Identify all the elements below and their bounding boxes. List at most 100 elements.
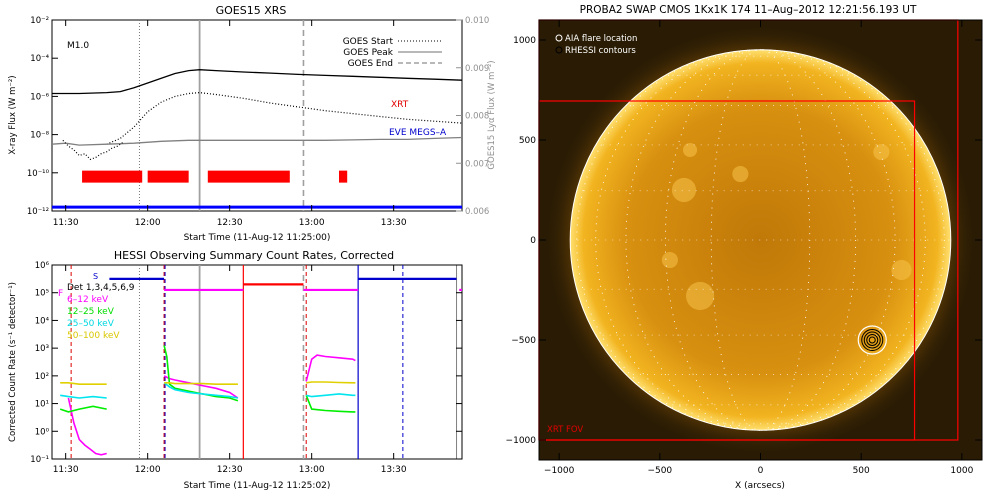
hessi-legend-title: Det 1,3,4,5,6,9 [67, 283, 135, 293]
hessi-series-top [164, 381, 238, 386]
hessi-ytick-label: 10⁰ [35, 427, 50, 437]
swap-xtick-label: −500 [647, 466, 672, 476]
active-region [661, 251, 678, 269]
hessi-ytick-label: 10⁶ [35, 261, 50, 271]
swap-ytick-label: −1000 [506, 436, 537, 446]
goes-ytick-label: 10⁻⁴ [30, 54, 49, 64]
hessi-series-top [60, 381, 107, 386]
hessi-mode-f: F [58, 289, 63, 299]
hessi-xtick-label: 12:00 [135, 465, 161, 475]
goes-eve-annotation: EVE MEGS–A [389, 128, 447, 138]
swap-ytick-label: 0 [530, 236, 536, 246]
hessi-series-mid [305, 395, 356, 413]
swap-xtick-label: 500 [853, 466, 870, 476]
active-region [891, 259, 912, 281]
swap-xlabel: X (arcsecs) [735, 481, 785, 491]
swap-xtick-label: −1000 [544, 466, 575, 476]
hessi-xlabel: Start Time (11-Aug-12 11:25:02) [184, 481, 331, 491]
swap-ytick-label: 500 [519, 136, 536, 146]
hessi-xtick-label: 11:30 [53, 465, 79, 475]
hessi-series-top [306, 381, 356, 384]
swap-ytick-label: 1000 [513, 36, 536, 46]
hessi-title: HESSI Observing Summary Count Rates, Cor… [114, 249, 394, 262]
hessi-plot-frame [51, 264, 463, 460]
swap-legend: AIA flare location RHESSI contours [555, 34, 637, 56]
goes-xrt-annotation: XRT [391, 100, 409, 110]
active-region [671, 177, 697, 203]
swap-fov-label: XRT FOV [547, 425, 583, 435]
hessi-xtick-label: 13:00 [299, 465, 325, 475]
goes-legend-end: GOES End [348, 59, 393, 69]
goes-xtick-label: 12:30 [217, 218, 243, 228]
rhessi-contours-marker [555, 46, 563, 54]
hessi-mode-s: S [93, 272, 98, 281]
goes-ytick-label: 10⁻¹² [27, 207, 49, 217]
goes-legend: GOES Start GOES Peak GOES End [343, 37, 442, 69]
goes-flare-class: M1.0 [67, 41, 89, 51]
goes-xrs-panel: GOES15 XRS M1.0 GOES Start GOES Peak GOE… [8, 4, 497, 243]
goes-series-noisy [62, 139, 124, 161]
active-region [682, 142, 698, 158]
hessi-panel: HESSI Observing Summary Count Rates, Cor… [8, 249, 463, 491]
hessi-ytick-label: 10² [35, 372, 49, 382]
hessi-ytick-label: 10³ [35, 344, 49, 354]
goes-title: GOES15 XRS [216, 4, 287, 17]
swap-legend-rhessi: RHESSI contours [565, 46, 636, 56]
xrt-bar [147, 170, 189, 183]
goes-legend-start: GOES Start [343, 37, 394, 47]
xrt-bar [339, 170, 348, 183]
hessi-series-lo [305, 354, 356, 382]
goes-ytick-label: 10⁻¹⁰ [27, 169, 50, 179]
hessi-ytick-label: 10⁵ [35, 289, 49, 299]
longitude-line [595, 49, 926, 431]
hessi-series-hi [306, 393, 356, 398]
goes-xtick-label: 13:30 [381, 218, 407, 228]
swap-legend-aia: AIA flare location [565, 34, 637, 44]
hessi-ylabel: Corrected Count Rate (s⁻¹ detector⁻¹) [8, 282, 18, 442]
aia-flare-location-marker [555, 34, 563, 42]
solar-grid [570, 49, 951, 431]
goes-yrtick-label: 0.007 [465, 159, 489, 169]
hessi-series-lo [163, 375, 239, 399]
hessi-series-lo [67, 397, 107, 456]
hessi-series-hi [163, 382, 239, 399]
xrt-bar [82, 170, 143, 183]
hessi-legend-25-50: 25–50 keV [67, 319, 115, 329]
active-region [873, 143, 890, 161]
goes-xtick-label: 13:00 [299, 218, 325, 228]
hessi-legend-6-12: 6–12 keV [67, 295, 109, 305]
swap-ytick-label: −500 [511, 336, 536, 346]
rhessi-contour [861, 329, 884, 351]
goes-yrtick-label: 0.010 [465, 16, 489, 26]
swap-xtick-label: 1000 [950, 466, 973, 476]
hessi-xtick-label: 12:30 [217, 465, 243, 475]
hessi-series-mid [59, 405, 107, 413]
hessi-ytick-label: 10⁴ [35, 316, 50, 326]
longitude-line [576, 49, 945, 431]
goes-ylabel: X-ray Flux (W m⁻²) [8, 75, 18, 154]
hessi-ytick-label: 10¹ [35, 400, 49, 410]
goes-legend-peak: GOES Peak [343, 48, 393, 58]
goes-yrtick-label: 0.009 [465, 64, 489, 74]
goes-ytick-label: 10⁻⁸ [30, 131, 49, 141]
goes-yrtick-label: 0.006 [465, 207, 489, 217]
aia-flare-location [857, 325, 887, 355]
longitude-line [625, 49, 896, 431]
hessi-legend: Det 1,3,4,5,6,9 6–12 keV 12–25 keV 25–50… [67, 283, 135, 341]
hessi-ytick-label: 10⁻¹ [30, 455, 49, 465]
hessi-series-mid [163, 345, 239, 402]
xrt-bar [207, 170, 290, 183]
goes-xtick-label: 11:30 [53, 218, 79, 228]
goes-xtick-label: 12:00 [135, 218, 161, 228]
goes-ytick-label: 10⁻⁶ [30, 92, 49, 102]
hessi-series-hi [60, 394, 107, 399]
hessi-legend-50-100: 50–100 keV [67, 331, 120, 341]
swap-image-panel: PROBA2 SWAP CMOS 1Kx1K 174 11–Aug–2012 1… [506, 4, 983, 491]
goes-ytick-label: 10⁻² [30, 16, 49, 26]
goes-series-long [52, 69, 463, 95]
rhessi-contour [868, 336, 876, 344]
goes-yrtick-label: 0.008 [465, 112, 489, 122]
goes-series-lya [51, 136, 463, 146]
swap-title: PROBA2 SWAP CMOS 1Kx1K 174 11–Aug–2012 1… [580, 4, 917, 16]
